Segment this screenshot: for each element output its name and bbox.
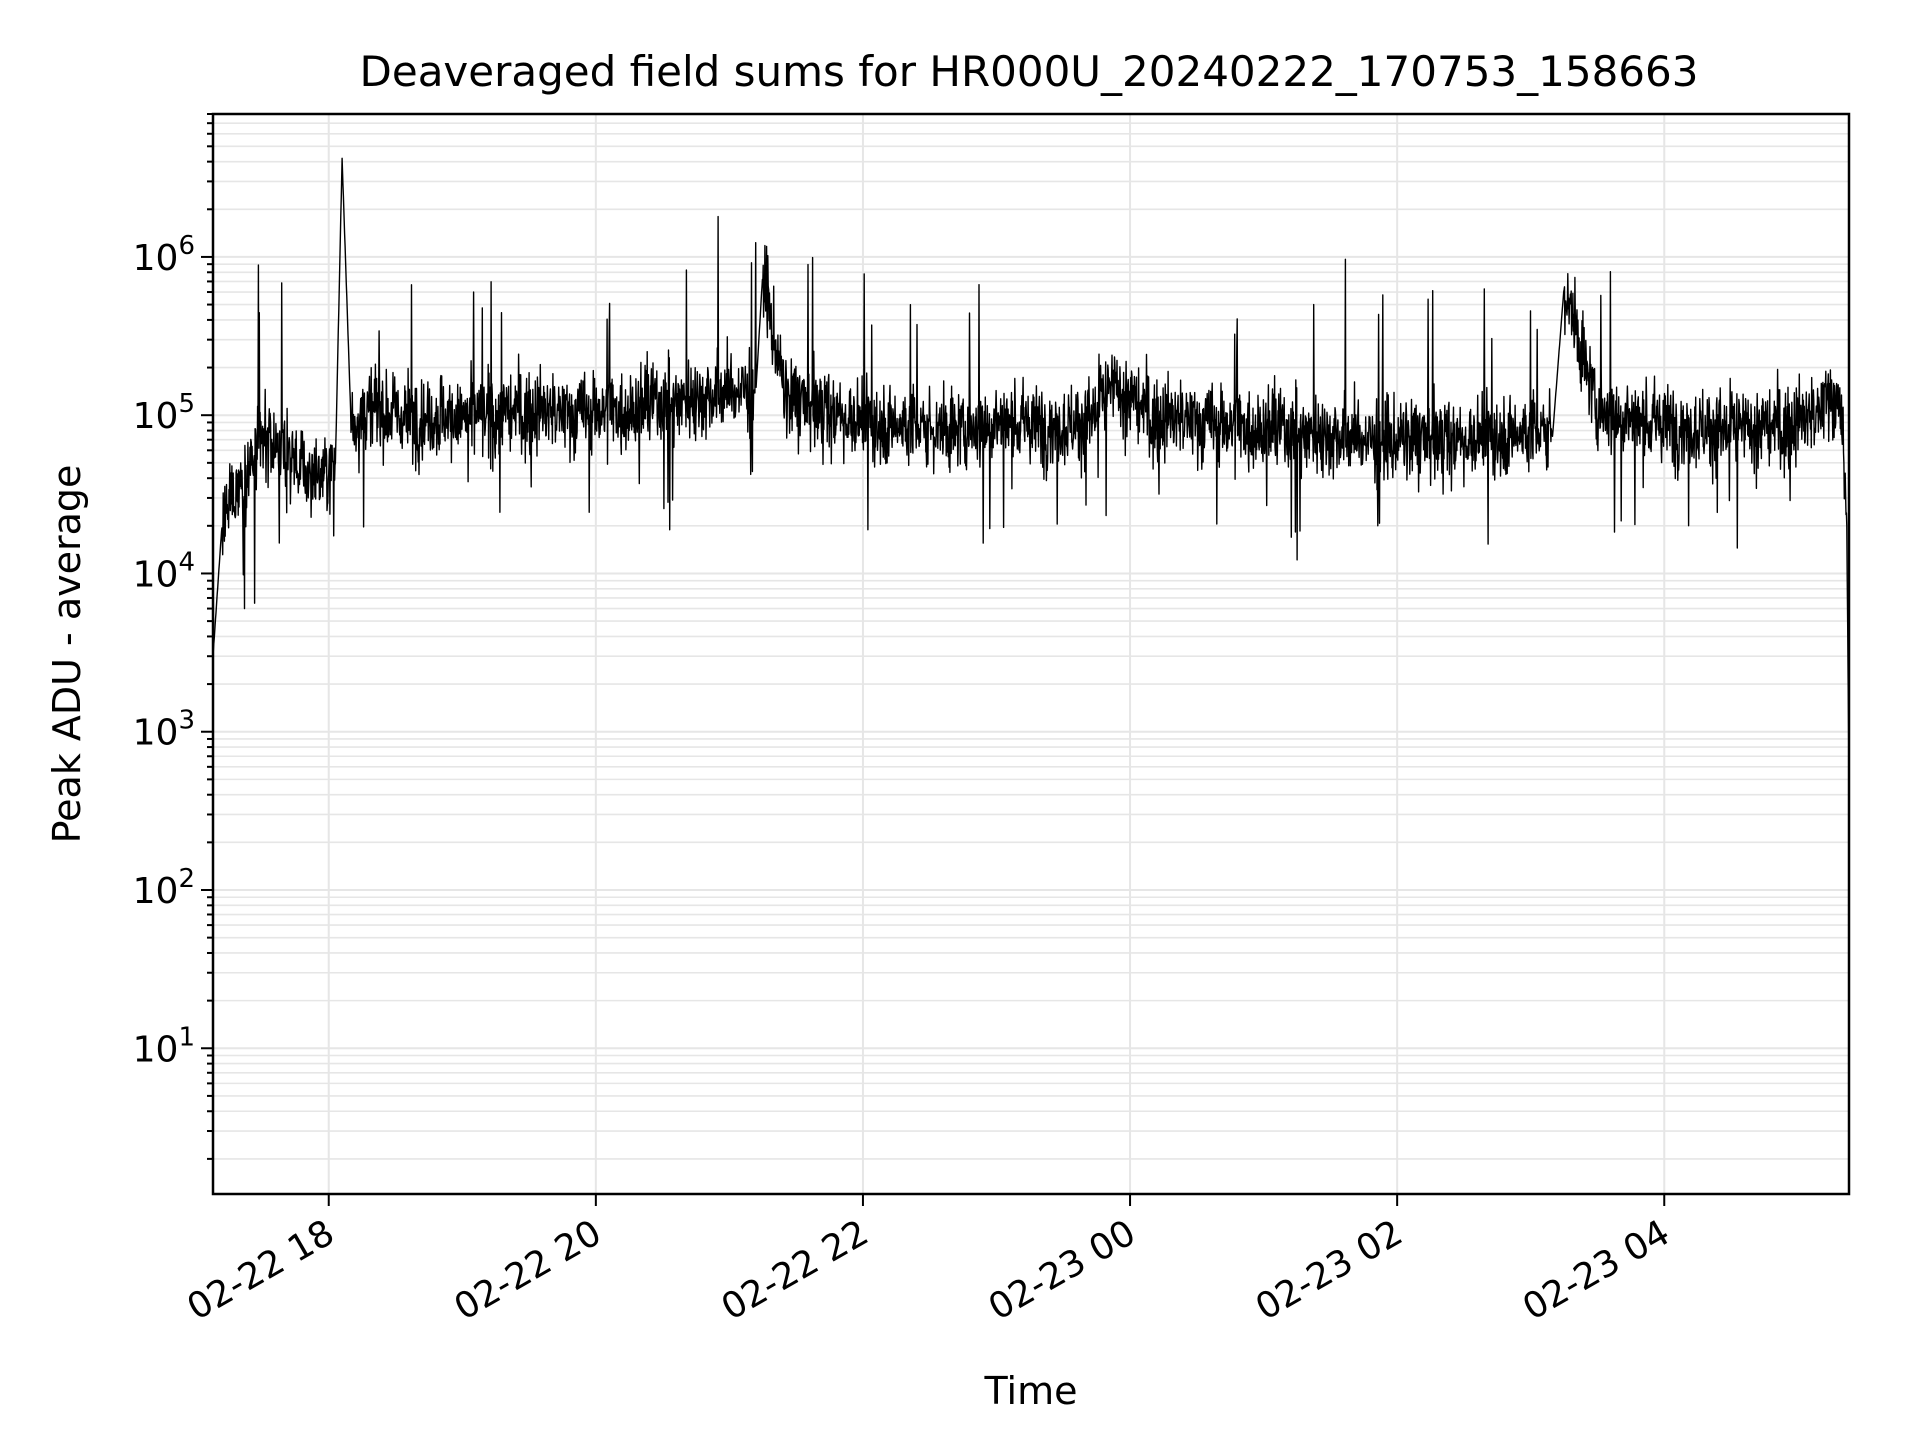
- y-tick-label: 102: [133, 864, 195, 912]
- x-tick-label: 02-22 22: [715, 1212, 876, 1328]
- series-line: [212, 157, 1850, 780]
- y-tick-label: 101: [133, 1022, 195, 1070]
- chart-title: Deaveraged field sums for HR000U_2024022…: [360, 47, 1699, 96]
- y-ticks: 101 102 103 104 105 106: [133, 113, 213, 1160]
- x-tick-label: 02-23 02: [1249, 1212, 1410, 1328]
- y-tick-label: 103: [133, 706, 195, 754]
- y-tick-label: 105: [133, 389, 195, 437]
- x-tick-label: 02-23 00: [982, 1212, 1143, 1328]
- gridlines: [213, 113, 1849, 1194]
- x-axis-label: Time: [984, 1369, 1078, 1413]
- plot-frame: [211, 112, 1851, 1196]
- y-tick-label: 106: [133, 231, 195, 279]
- x-tick-label: 02-22 18: [181, 1212, 342, 1328]
- x-ticks: 02-22 18 02-22 20 02-22 22 02-23 00 02-23 02…: [181, 1194, 1677, 1329]
- y-axis-label: Peak ADU - average: [45, 465, 89, 844]
- x-tick-label: 02-23 04: [1516, 1212, 1677, 1328]
- x-tick-label: 02-22 20: [448, 1212, 609, 1328]
- y-tick-label: 104: [133, 547, 195, 595]
- series-group: [212, 157, 1850, 780]
